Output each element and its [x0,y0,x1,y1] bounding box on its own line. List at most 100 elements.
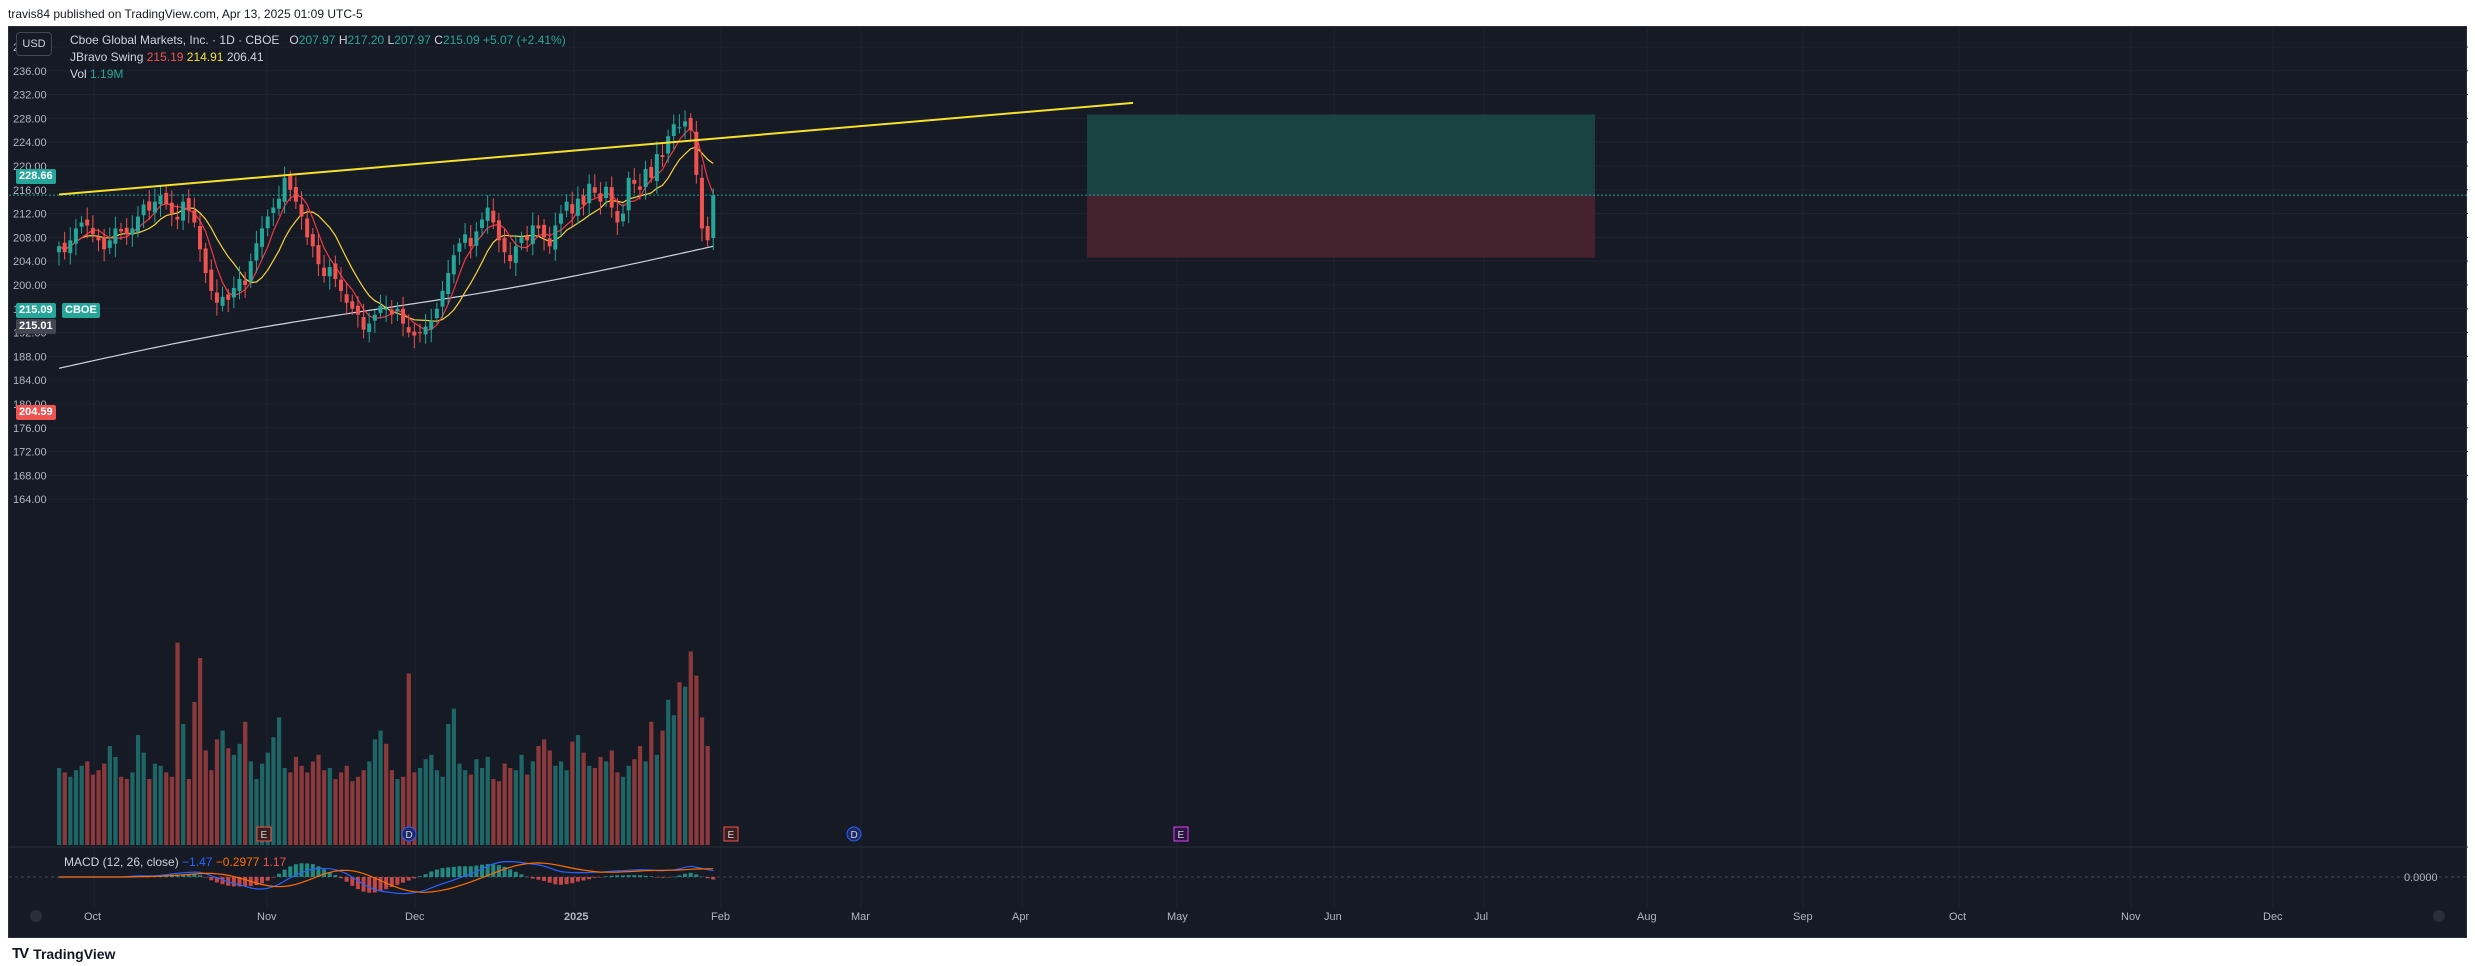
indicator-name[interactable]: JBravo Swing [70,50,144,64]
candle-body [401,308,406,324]
symbol-title[interactable]: Cboe Global Markets, Inc. · 1D · CBOE [70,33,280,47]
candle-body [451,255,456,275]
candle-body [293,187,298,202]
volume-bar [440,776,445,845]
macd-hist-bar [367,877,372,893]
volume-bar [73,770,79,845]
macd-hist-bar [598,877,603,878]
y-tick-label: 212.00 [13,209,47,221]
macd-hist-bar [677,875,682,877]
macd-hist-bar [429,871,434,877]
candle-body [699,177,704,229]
macd-hist-bar [395,877,400,885]
volume-bar [598,757,603,845]
volume-bar [102,763,107,845]
volume-bar [671,715,676,845]
candle-body [457,243,462,252]
candle-body [519,237,524,243]
macd-hist-bar [575,877,580,882]
macd-hist-bar [570,877,575,884]
volume-bar [581,752,586,845]
candle-body [62,242,67,253]
volume-bar [536,746,541,845]
earnings-marker [256,826,272,842]
volume-bar [553,765,558,845]
candle-body [525,236,530,241]
macd-hist-bar [209,877,214,881]
candle-body [90,227,95,235]
earnings-marker [723,826,739,842]
volume-bar [480,768,485,845]
candle-body [496,220,501,241]
candle-body [632,179,637,184]
volume-bar [327,768,332,845]
macd-signal-value: −0.2977 [215,855,260,869]
volume-bar [367,761,372,845]
indicator-value-2: 214.91 [186,50,224,64]
macd-hist-bar [705,877,710,879]
volume-bar [705,746,710,845]
candle-body [209,269,214,291]
volume-label[interactable]: Vol [70,67,87,81]
macd-hist-bar [660,877,665,878]
volume-bar [355,776,361,845]
currency-button[interactable]: USD [16,32,52,56]
volume-bar [243,721,248,845]
candle-body [429,320,434,330]
volume-bar [609,750,614,845]
candle-body [305,218,310,238]
volume-bar [214,739,220,845]
chart-canvas[interactable]: 240.00236.00232.00228.00224.00220.00216.… [9,27,2468,939]
macd-hist-bar [592,877,597,878]
macd-hist-bar [316,866,321,877]
x-tick-label: Nov [2121,911,2141,923]
macd-hist-bar [446,867,451,877]
volume-bar [271,737,276,845]
candle-body [113,228,118,244]
y-tick-label: 236.00 [13,66,47,78]
macd-hist-bar [694,874,699,877]
volume-bar [654,754,660,845]
x-tick-label: Apr [1012,911,1029,923]
volume-bar [542,739,547,845]
macd-hist-bar [604,876,609,877]
candle-body [683,121,688,127]
macd-hist-bar [615,875,620,877]
volume-bar [237,743,242,845]
event-marker-label: D [406,830,413,841]
y-tick-label: 184.00 [13,375,47,387]
macd-hist-bar [621,875,625,877]
volume-bar [175,642,180,845]
volume-bar [621,776,626,845]
chart-area[interactable]: 240.00236.00232.00228.00224.00220.00216.… [8,26,2468,939]
chart-legend: Cboe Global Markets, Inc. · 1D · CBOE O2… [70,32,566,83]
volume-bar [519,754,524,845]
tradingview-brand[interactable]: TV TradingView [12,945,115,962]
candle-body [276,198,281,209]
indicator-value-1: 215.19 [146,50,184,64]
candle-body [130,228,135,235]
price-tag-stop: 204.59 [16,405,56,420]
volume-bar [688,651,693,845]
macd-hist-bar [547,877,552,883]
publisher-text: travis84 published on TradingView.com, A… [8,7,363,21]
volume-bar [260,763,265,845]
macd-histogram-value: 1.17 [262,855,287,869]
macd-hist-bar [671,876,676,878]
macd-hist-bar [237,877,242,887]
earnings-marker [1173,826,1189,842]
candle-body [135,216,140,232]
volume-bar [575,735,581,845]
candle-body [141,204,146,216]
y-tick-label: 208.00 [13,232,47,244]
price-tag-prev: 215.01 [16,319,56,334]
volume-bar [451,708,456,845]
volume-bar [113,757,118,845]
macd-hist-bar [440,868,445,877]
candle-body [271,207,276,214]
ohlc-change: +5.07 (+2.41%) [482,33,566,47]
macd-title[interactable]: MACD (12, 26, close) [64,855,179,869]
volume-bar [68,776,73,845]
macd-signal-line [59,862,714,893]
candle-body [175,216,180,220]
